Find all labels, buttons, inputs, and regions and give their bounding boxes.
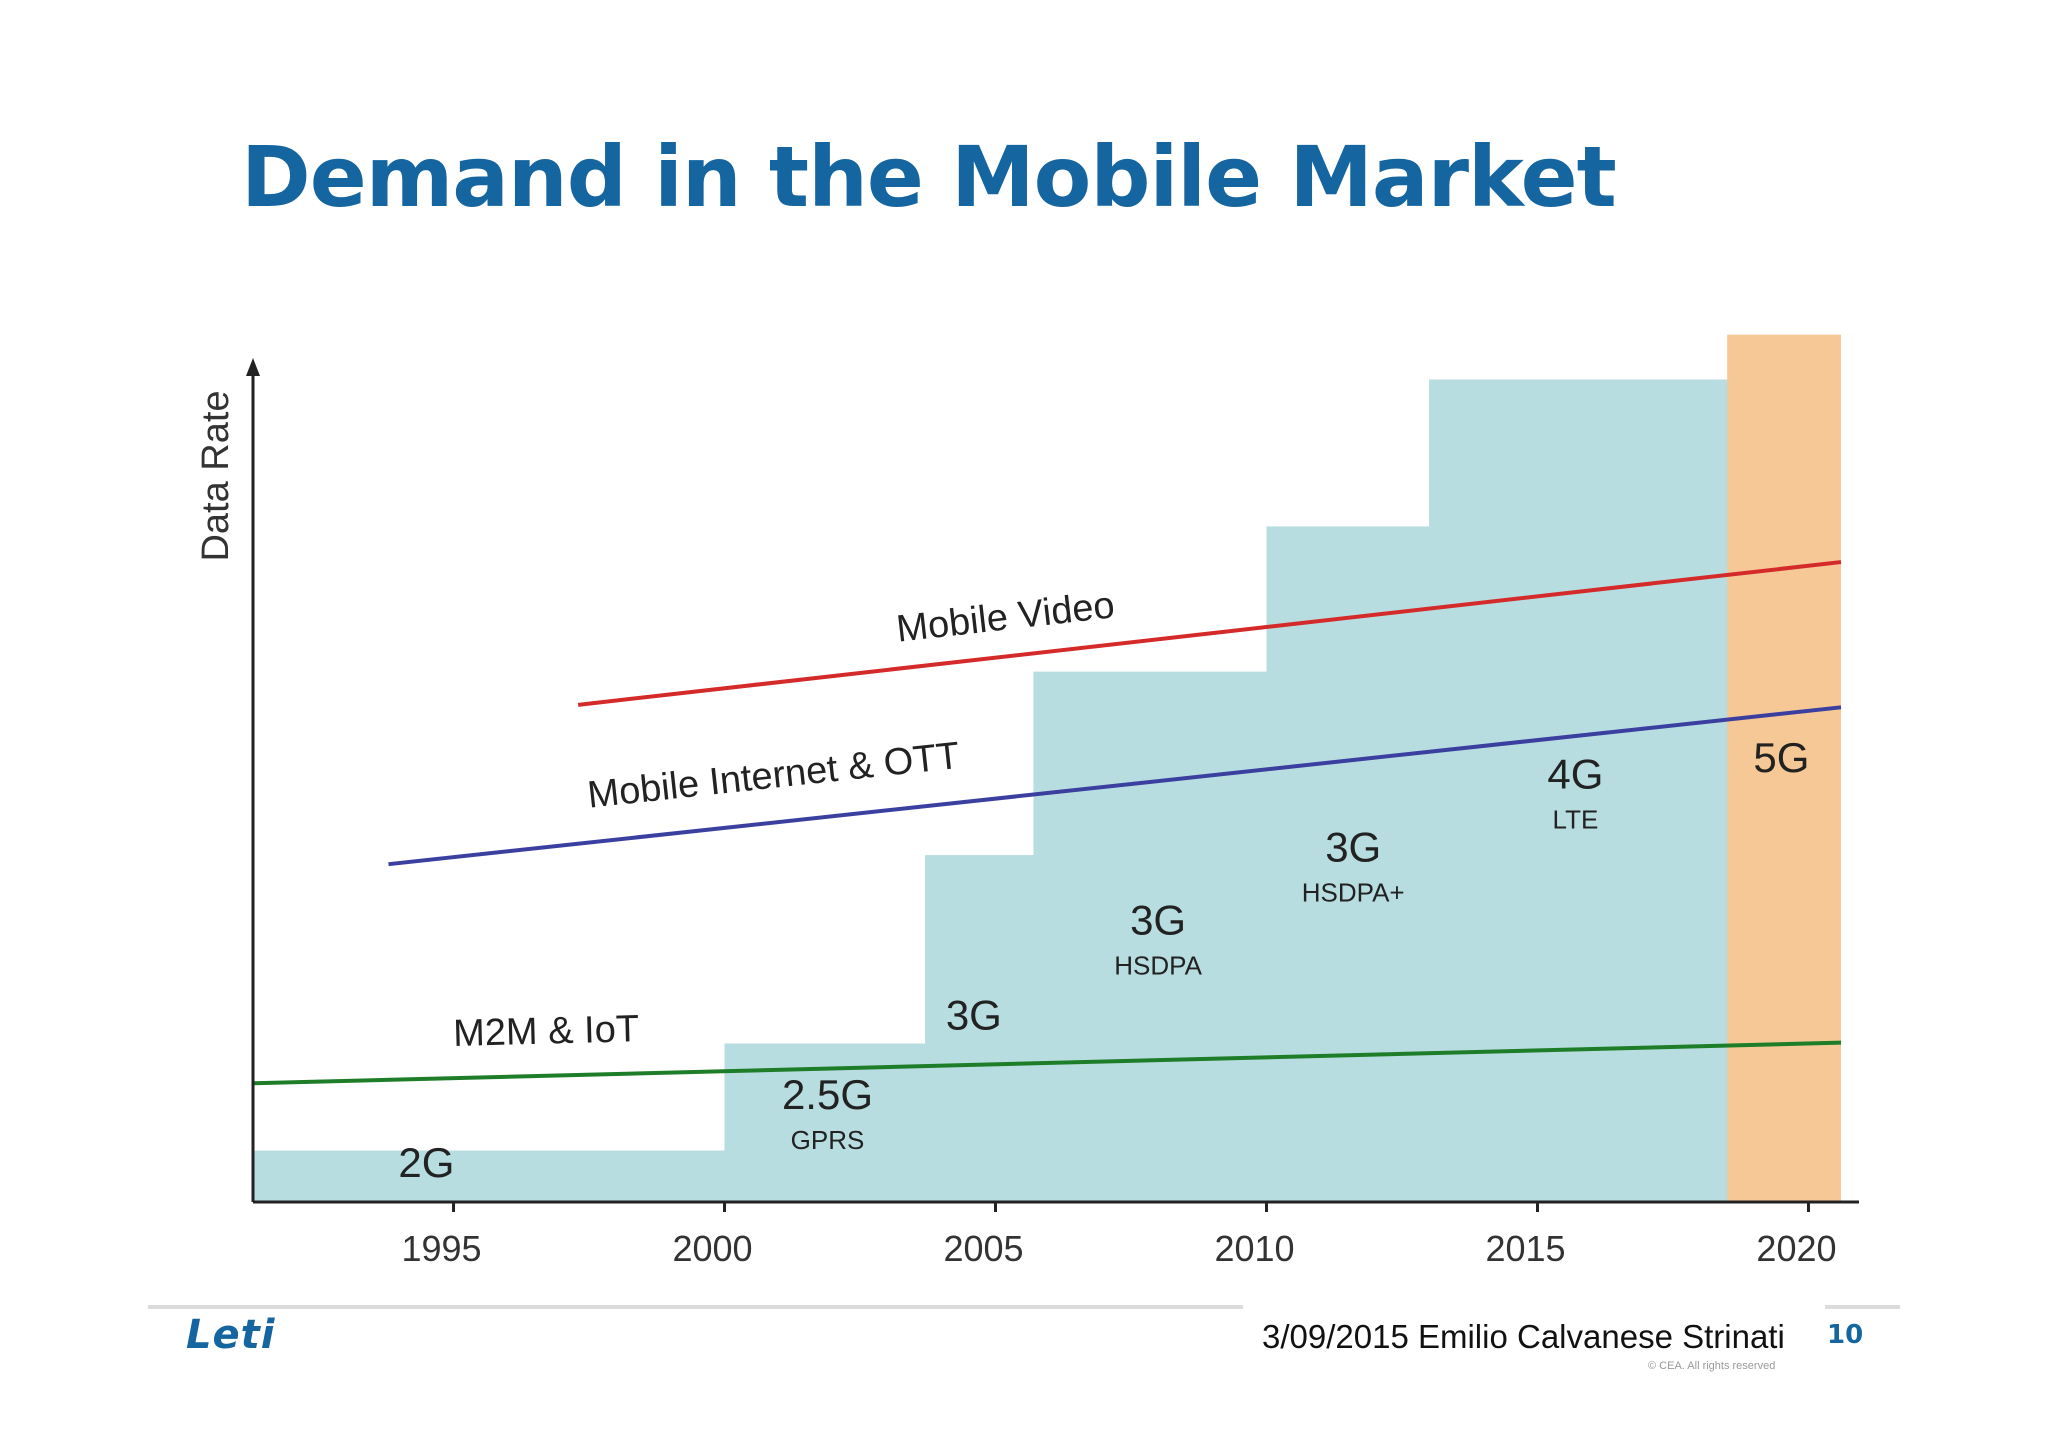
step-area-3 [1033,671,1268,1202]
footer-rule [148,1305,1243,1309]
copyright-notice: © CEA. All rights reserved [1648,1360,1776,1372]
step-label: 3G [1325,824,1381,871]
slide-title: Demand in the Mobile Market [241,128,1617,226]
step-area-2 [925,855,1034,1202]
x-tick-label: 1995 [401,1228,481,1269]
technology-steps [253,334,1841,1203]
step-area-5g [1727,334,1841,1202]
x-tick-label: 2000 [672,1228,752,1269]
step-area-4 [1266,526,1430,1202]
demand-lines [252,560,1842,1086]
step-sublabel: LTE [1553,805,1599,835]
leti-logo: Leti [186,1312,276,1358]
series-label: M2M & IoT [453,1008,640,1055]
page-number: 10 [1827,1320,1864,1350]
step-label: 3G [946,991,1002,1038]
y-axis-label: Data Rate [195,390,237,561]
step-sublabel: HSDPA+ [1302,878,1405,908]
step-label: 4G [1547,751,1603,798]
step-label: 2.5G [782,1071,873,1118]
step-sublabel: GPRS [791,1125,865,1155]
series-label: Mobile Internet & OTT [585,735,961,817]
x-tick-label: 2015 [1485,1228,1565,1269]
series-line [388,705,1842,867]
x-tick-label: 2020 [1756,1228,1836,1269]
y-axis-arrow [246,358,260,376]
step-sublabel: HSDPA [1114,951,1202,981]
step-area-5 [1429,379,1728,1203]
x-tick-label: 2010 [1214,1228,1294,1269]
step-area-0 [253,1150,726,1202]
step-label: 5G [1753,734,1809,781]
step-label: 2G [398,1139,454,1186]
series-label: Mobile Video [894,584,1116,650]
step-label: 3G [1130,897,1186,944]
footer-author-date: 3/09/2015 Emilio Calvanese Strinati [1262,1318,1785,1355]
series-line [577,560,1842,707]
footer-rule [1825,1305,1900,1309]
series-line [252,1040,1842,1086]
axes: 1995 2000 2005 2010 2015 2020 Data Rate [195,358,1859,1269]
x-tick-label: 2005 [943,1228,1023,1269]
